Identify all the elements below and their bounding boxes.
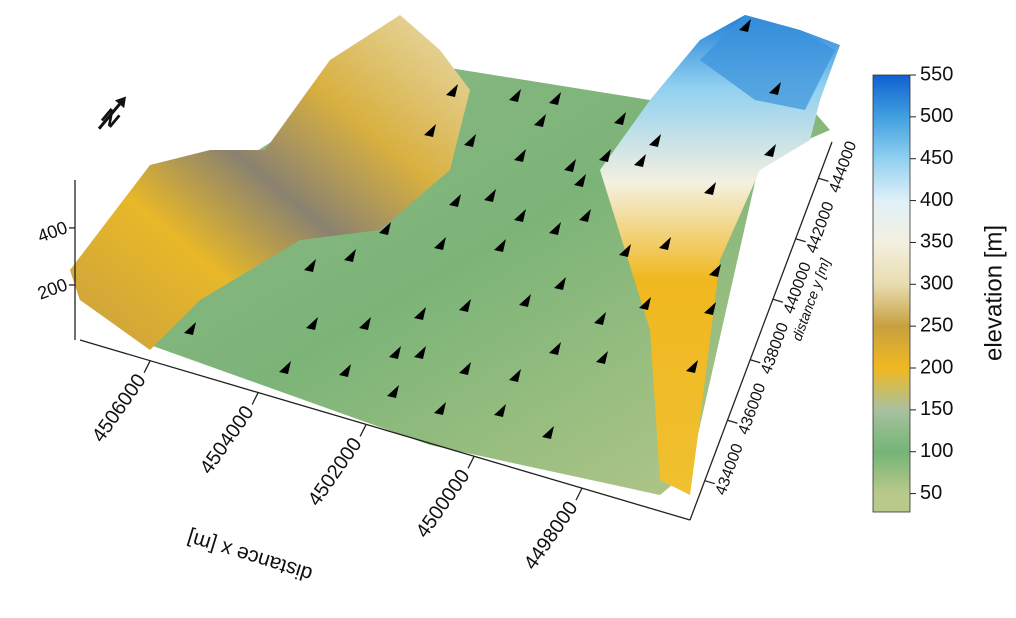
y-tick (750, 360, 760, 363)
y-tick (818, 178, 828, 181)
north-arrow: N (94, 93, 133, 135)
x-tick-label: 4498000 (520, 497, 583, 573)
colorbar-tick-label: 400 (920, 189, 953, 211)
colorbar-tick-label: 150 (920, 398, 953, 420)
x-tick (144, 361, 150, 373)
x-tick (576, 488, 582, 500)
colorbar-tick-label: 300 (920, 273, 953, 295)
x-tick-label: 4500000 (412, 466, 475, 542)
y-tick (727, 420, 737, 423)
y-tick-label: 434000 (713, 441, 747, 497)
colorbar-tick-label: 200 (920, 356, 953, 378)
x-tick-label: 4502000 (304, 434, 367, 510)
y-tick-label: 444000 (826, 139, 860, 195)
y-tick (773, 299, 783, 302)
colorbar-label: elevation [m] (980, 225, 1007, 361)
colorbar-tick-label: 500 (920, 105, 953, 127)
z-tick-label: 400 (35, 217, 70, 246)
colorbar-tick-label: 50 (920, 482, 942, 504)
colorbar-tick-label: 250 (920, 314, 953, 336)
x-axis-label: distance x [m] (184, 526, 315, 586)
y-tick (705, 481, 715, 484)
colorbar-tick-label: 450 (920, 147, 953, 169)
z-tick-label: 200 (35, 274, 70, 303)
colorbar-tick-label: 100 (920, 440, 953, 462)
x-tick (360, 424, 366, 436)
colorbar-tick-label: 550 (920, 63, 953, 85)
colorbar (873, 75, 910, 512)
x-tick-label: 4506000 (88, 370, 151, 446)
y-tick-label: 442000 (803, 199, 837, 255)
y-tick-label: 436000 (735, 381, 769, 437)
chart: distance x [m] distance y [m] N elevatio… (0, 0, 1016, 613)
x-tick (468, 456, 474, 468)
x-tick (252, 393, 258, 405)
y-tick-label: 438000 (758, 320, 792, 376)
x-tick-label: 4504000 (196, 402, 259, 478)
colorbar-tick-label: 350 (920, 231, 953, 253)
y-tick (796, 239, 806, 242)
